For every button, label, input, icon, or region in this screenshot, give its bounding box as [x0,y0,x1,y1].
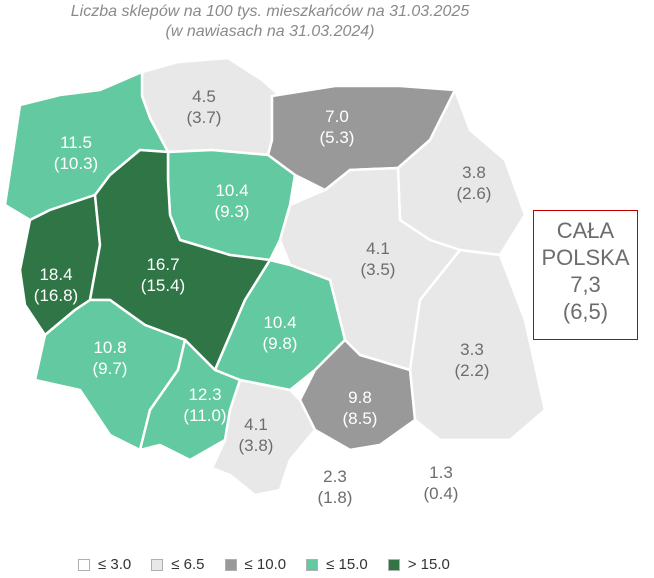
region-value-kujawsko-pomorskie: 10.4 [215,181,248,200]
national-summary-box: CAŁA POLSKA 7,3 (6,5) [533,210,638,340]
legend-item: ≤ 10.0 [224,556,287,573]
legend-swatch [151,558,164,571]
legend-item: > 15.0 [387,556,450,573]
region-slaskie [210,378,317,497]
region-previous-value-warminsko-mazurskie: (5.3) [320,128,355,147]
region-value-lodzkie: 10.4 [263,313,296,332]
legend-label: ≤ 10.0 [244,556,287,573]
legend-swatch [78,558,90,571]
region-value-pomorskie: 4.5 [192,87,216,106]
legend-item: ≤ 6.5 [151,556,205,573]
region-value-wielkopolskie: 16.7 [146,255,179,274]
region-value-malopolskie: 2.3 [323,467,347,486]
map-subtitle: (w nawiasach na 31.03.2024) [165,23,375,40]
legend-swatch [387,558,400,571]
region-previous-value-mazowieckie: (3.5) [361,260,396,279]
summary-value: 7,3 [570,272,601,297]
region-value-dolnoslaskie: 10.8 [93,338,126,357]
summary-line-2: POLSKA [541,245,630,270]
region-previous-value-dolnoslaskie: (9.7) [93,359,128,378]
region-value-swietokrzyskie: 9.8 [348,388,372,407]
region-previous-value-opolskie: (11.0) [183,406,226,425]
region-previous-value-lodzkie: (9.8) [263,334,298,353]
legend-item: ≤ 15.0 [306,556,368,573]
summary-line-1: CAŁA [556,218,615,243]
region-previous-value-podlaskie: (2.6) [457,184,492,203]
map-title: Liczba sklepów na 100 tys. mieszkańców n… [70,3,470,20]
region-value-slaskie: 4.1 [244,415,268,434]
region-value-lubuskie: 18.4 [39,265,72,284]
legend-label: ≤ 15.0 [326,556,368,573]
region-previous-value-zachodniopomorskie: (10.3) [54,154,98,173]
summary-previous-value: (6,5) [562,299,609,324]
legend-swatch [306,558,319,571]
region-previous-value-kujawsko-pomorskie: (9.3) [215,202,250,221]
region-previous-value-lubuskie: (16.8) [34,286,78,305]
region-previous-value-malopolskie: (1.8) [318,488,353,507]
region-previous-value-swietokrzyskie: (8.5) [343,409,378,428]
legend-label: ≤ 6.5 [171,556,205,573]
legend-label: ≤ 3.0 [98,556,132,573]
legend-label: > 15.0 [407,556,450,573]
region-previous-value-pomorskie: (3.7) [187,108,222,127]
region-previous-value-wielkopolskie: (15.4) [141,276,185,295]
region-value-warminsko-mazurskie: 7.0 [325,107,349,126]
region-lodzkie [213,258,347,392]
region-podkarpackie [378,418,512,542]
region-value-podkarpackie: 1.3 [429,463,453,482]
legend-swatch [224,558,237,571]
region-value-opolskie: 12.3 [188,385,221,404]
region-value-lubelskie: 3.3 [460,340,484,359]
region-value-podlaskie: 3.8 [462,163,486,182]
region-value-zachodniopomorskie: 11.5 [60,133,92,152]
legend-item: ≤ 3.0 [78,556,131,573]
region-previous-value-slaskie: (3.8) [239,436,274,455]
region-value-mazowieckie: 4.1 [366,239,390,258]
region-previous-value-podkarpackie: (0.4) [424,484,459,503]
region-opolskie [138,338,242,462]
region-previous-value-lubelskie: (2.2) [455,361,490,380]
map-legend: ≤ 3.0 ≤ 6.5 ≤ 10.0 ≤ 15.0 > 15.0 [78,556,470,573]
